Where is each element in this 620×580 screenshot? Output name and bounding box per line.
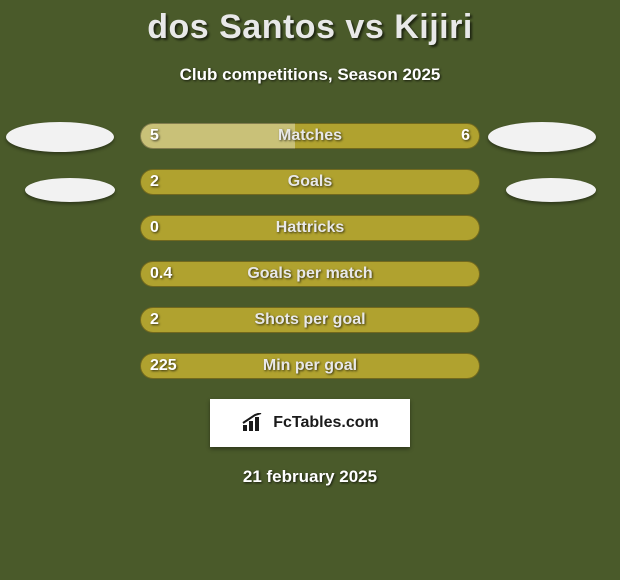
comparison-card: dos Santos vs Kijiri Club competitions, … — [0, 0, 620, 580]
stat-row: 225 Min per goal — [0, 353, 620, 379]
brand-badge[interactable]: FcTables.com — [210, 399, 410, 447]
brand-chart-icon — [241, 413, 269, 433]
stat-row: 2 Shots per goal — [0, 307, 620, 333]
stat-bar-left — [140, 123, 295, 149]
stat-bar-track: 0.4 Goals per match — [140, 261, 480, 287]
stat-value-left: 2 — [150, 169, 159, 195]
stat-label: Shots per goal — [254, 307, 365, 333]
brand-text: FcTables.com — [273, 414, 379, 432]
stat-value-right: 6 — [461, 123, 470, 149]
stat-value-left: 5 — [150, 123, 159, 149]
stat-value-left: 225 — [150, 353, 177, 379]
stats-area: 5 6 Matches 2 Goals 0 Hattricks 0.4 Goals per ma… — [0, 123, 620, 379]
page-title: dos Santos vs Kijiri — [0, 0, 620, 47]
stat-value-left: 0 — [150, 215, 159, 241]
stat-row: 2 Goals — [0, 169, 620, 195]
stat-label: Min per goal — [263, 353, 357, 379]
stat-bar-track: 5 6 Matches — [140, 123, 480, 149]
date-label: 21 february 2025 — [0, 467, 620, 487]
stat-label: Goals per match — [247, 261, 372, 287]
stat-bar-track: 2 Shots per goal — [140, 307, 480, 333]
stat-value-left: 2 — [150, 307, 159, 333]
subtitle: Club competitions, Season 2025 — [0, 65, 620, 85]
stat-bar-track: 2 Goals — [140, 169, 480, 195]
stat-label: Hattricks — [276, 215, 344, 241]
stat-row: 0.4 Goals per match — [0, 261, 620, 287]
stat-row: 0 Hattricks — [0, 215, 620, 241]
stat-bar-track: 0 Hattricks — [140, 215, 480, 241]
stat-label: Goals — [288, 169, 332, 195]
stat-bar-track: 225 Min per goal — [140, 353, 480, 379]
stat-row: 5 6 Matches — [0, 123, 620, 149]
stat-label: Matches — [278, 123, 342, 149]
stat-value-left: 0.4 — [150, 261, 172, 287]
